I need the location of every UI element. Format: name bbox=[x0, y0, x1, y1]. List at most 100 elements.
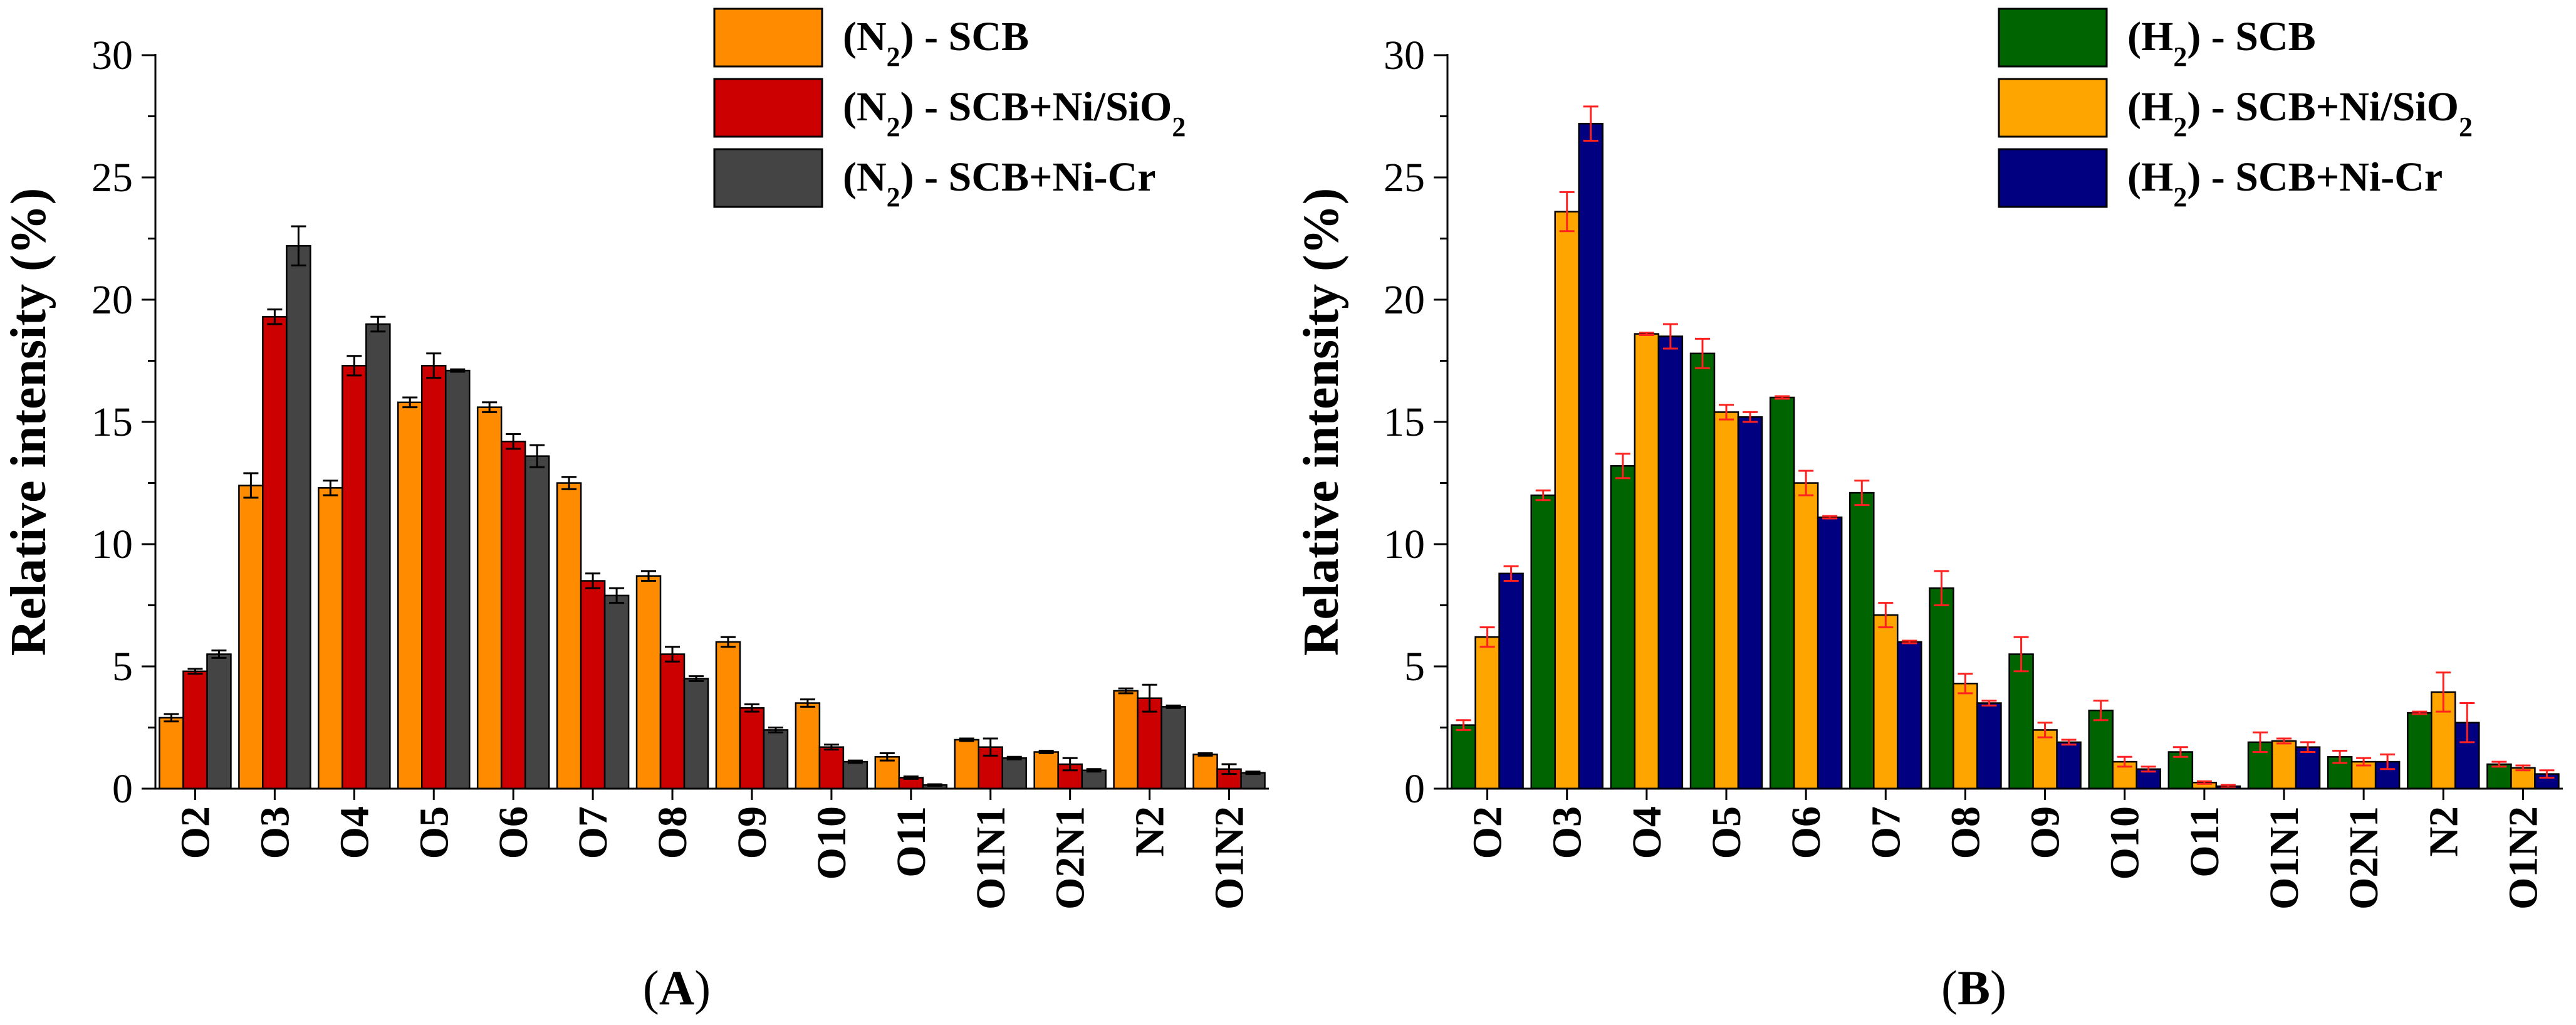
bar-o4-series-2 bbox=[1634, 333, 1660, 790]
category-label-o5: O5 bbox=[411, 806, 457, 859]
bar-o10-series-2 bbox=[818, 746, 845, 790]
bar-o2-series-2 bbox=[1474, 636, 1500, 790]
bar-o4-series-3 bbox=[365, 323, 391, 790]
category-label-o8: O8 bbox=[650, 806, 696, 859]
bar-o2-series-1 bbox=[159, 717, 184, 790]
bar-o11-series-1 bbox=[874, 756, 900, 790]
y-tick-label-0: 0 bbox=[112, 766, 133, 812]
category-label-o2n1: O2N1 bbox=[1048, 806, 1093, 910]
bar-n2-series-3 bbox=[1160, 706, 1186, 790]
bar-o7-series-2 bbox=[1873, 614, 1899, 790]
bar-o8-series-2 bbox=[1953, 683, 1978, 790]
bar-o1n1-series-3 bbox=[1001, 757, 1027, 790]
bar-o6-series-3 bbox=[1817, 516, 1843, 790]
bar-o7-series-1 bbox=[556, 482, 582, 790]
bar-o2-series-1 bbox=[1451, 724, 1476, 790]
y-tick-label-5: 5 bbox=[1404, 644, 1425, 690]
legend-swatch-series-2 bbox=[713, 78, 823, 138]
y-tick-label-20: 20 bbox=[1384, 277, 1425, 323]
y-tick-label-10: 10 bbox=[91, 522, 133, 567]
bar-o1n2-series-3 bbox=[1240, 772, 1266, 790]
legend-label-series-1: (N2) - SCB bbox=[843, 14, 1029, 72]
bar-o1n1-series-2 bbox=[2271, 740, 2297, 790]
bar-o10-series-1 bbox=[2088, 709, 2114, 790]
y-tick-label-25: 25 bbox=[91, 155, 133, 201]
bar-o6-series-2 bbox=[500, 440, 526, 790]
y-tick-label-15: 15 bbox=[1384, 399, 1425, 445]
bar-o2-series-2 bbox=[182, 670, 208, 790]
category-label-o1n2: O1N2 bbox=[1207, 806, 1253, 910]
category-label-o3: O3 bbox=[1545, 806, 1590, 859]
legend-label-series-2: (H2) - SCB+Ni/SiO2 bbox=[2127, 84, 2473, 142]
bar-o9-series-2 bbox=[2032, 729, 2058, 790]
bar-o9-series-1 bbox=[715, 641, 741, 790]
bar-o6-series-1 bbox=[476, 406, 503, 790]
y-tick-label-20: 20 bbox=[91, 277, 133, 323]
legend-swatch-series-1 bbox=[713, 8, 823, 68]
category-label-o7: O7 bbox=[570, 806, 616, 859]
bar-o11-series-1 bbox=[2167, 751, 2194, 790]
bar-o5-series-3 bbox=[445, 369, 471, 790]
bar-o8-series-1 bbox=[635, 575, 662, 790]
bar-o3-series-2 bbox=[262, 316, 288, 790]
category-label-o8: O8 bbox=[1942, 806, 1988, 859]
panel-label: (B) bbox=[1941, 960, 2006, 1015]
bar-o5-series-2 bbox=[1713, 411, 1739, 790]
bar-o9-series-2 bbox=[739, 707, 765, 790]
bar-n2-series-1 bbox=[1113, 690, 1139, 790]
legend-swatch-series-2 bbox=[1998, 78, 2108, 138]
category-label-o9: O9 bbox=[729, 806, 775, 859]
bar-o1n1-series-1 bbox=[954, 739, 979, 790]
bar-o5-series-3 bbox=[1737, 416, 1763, 790]
legend-label-series-1: (H2) - SCB bbox=[2127, 14, 2316, 72]
y-tick-label-25: 25 bbox=[1384, 155, 1425, 201]
category-label-n2: N2 bbox=[1127, 806, 1173, 857]
bar-o2n1-series-3 bbox=[1081, 769, 1107, 790]
bar-o1n1-series-3 bbox=[2295, 746, 2321, 790]
bar-o4-series-2 bbox=[342, 365, 367, 790]
legend-swatch-series-1 bbox=[1998, 8, 2108, 68]
bar-o4-series-1 bbox=[318, 487, 343, 790]
bar-o4-series-3 bbox=[1657, 335, 1684, 790]
bar-o9-series-3 bbox=[2056, 741, 2082, 790]
y-tick-label-5: 5 bbox=[112, 644, 133, 690]
category-label-o10: O10 bbox=[2102, 806, 2148, 880]
bar-o5-series-1 bbox=[397, 401, 423, 790]
bar-o1n2-series-1 bbox=[1192, 754, 1218, 790]
bar-o3-series-1 bbox=[1530, 494, 1556, 790]
bar-o8-series-3 bbox=[683, 678, 709, 790]
category-label-o1n2: O1N2 bbox=[2500, 806, 2546, 910]
bar-o2-series-3 bbox=[1498, 572, 1524, 790]
y-tick-label-30: 30 bbox=[1384, 33, 1425, 78]
category-label-o2: O2 bbox=[172, 806, 218, 859]
category-label-o11: O11 bbox=[889, 806, 934, 878]
y-tick-label-30: 30 bbox=[91, 33, 133, 78]
bar-o8-series-2 bbox=[659, 653, 686, 790]
bar-o6-series-3 bbox=[524, 455, 550, 790]
bar-o10-series-3 bbox=[842, 760, 868, 790]
category-label-o4: O4 bbox=[1624, 806, 1670, 859]
bar-o7-series-2 bbox=[580, 580, 606, 790]
bar-o7-series-1 bbox=[1849, 491, 1875, 790]
category-label-o6: O6 bbox=[1783, 806, 1829, 859]
bar-o7-series-3 bbox=[603, 594, 630, 790]
category-label-o2: O2 bbox=[1465, 806, 1511, 859]
category-label-o1n1: O1N1 bbox=[968, 806, 1014, 910]
category-label-o4: O4 bbox=[331, 806, 377, 859]
bar-o2-series-3 bbox=[206, 653, 232, 790]
category-label-o10: O10 bbox=[809, 806, 855, 880]
bar-o7-series-3 bbox=[1897, 641, 1922, 790]
panel-label: (A) bbox=[643, 960, 711, 1015]
bar-o3-series-2 bbox=[1554, 211, 1580, 790]
category-label-o9: O9 bbox=[2023, 806, 2068, 859]
bar-o6-series-2 bbox=[1793, 482, 1819, 790]
category-label-n2: N2 bbox=[2421, 806, 2466, 857]
bar-o5-series-2 bbox=[421, 365, 447, 790]
bar-o1n2-series-1 bbox=[2486, 763, 2512, 790]
bar-o9-series-1 bbox=[2008, 653, 2034, 790]
category-label-o6: O6 bbox=[491, 806, 536, 859]
category-label-o3: O3 bbox=[252, 806, 298, 859]
chart-panel-a: 0 5 10 15 20 25 30 O2 O3 O4 O5 O6 O7 O8 O9 O10 O11 O1N1 O2… bbox=[1, 8, 1269, 1015]
y-tick-label-0: 0 bbox=[1404, 766, 1425, 812]
bar-o5-series-1 bbox=[1689, 352, 1716, 790]
